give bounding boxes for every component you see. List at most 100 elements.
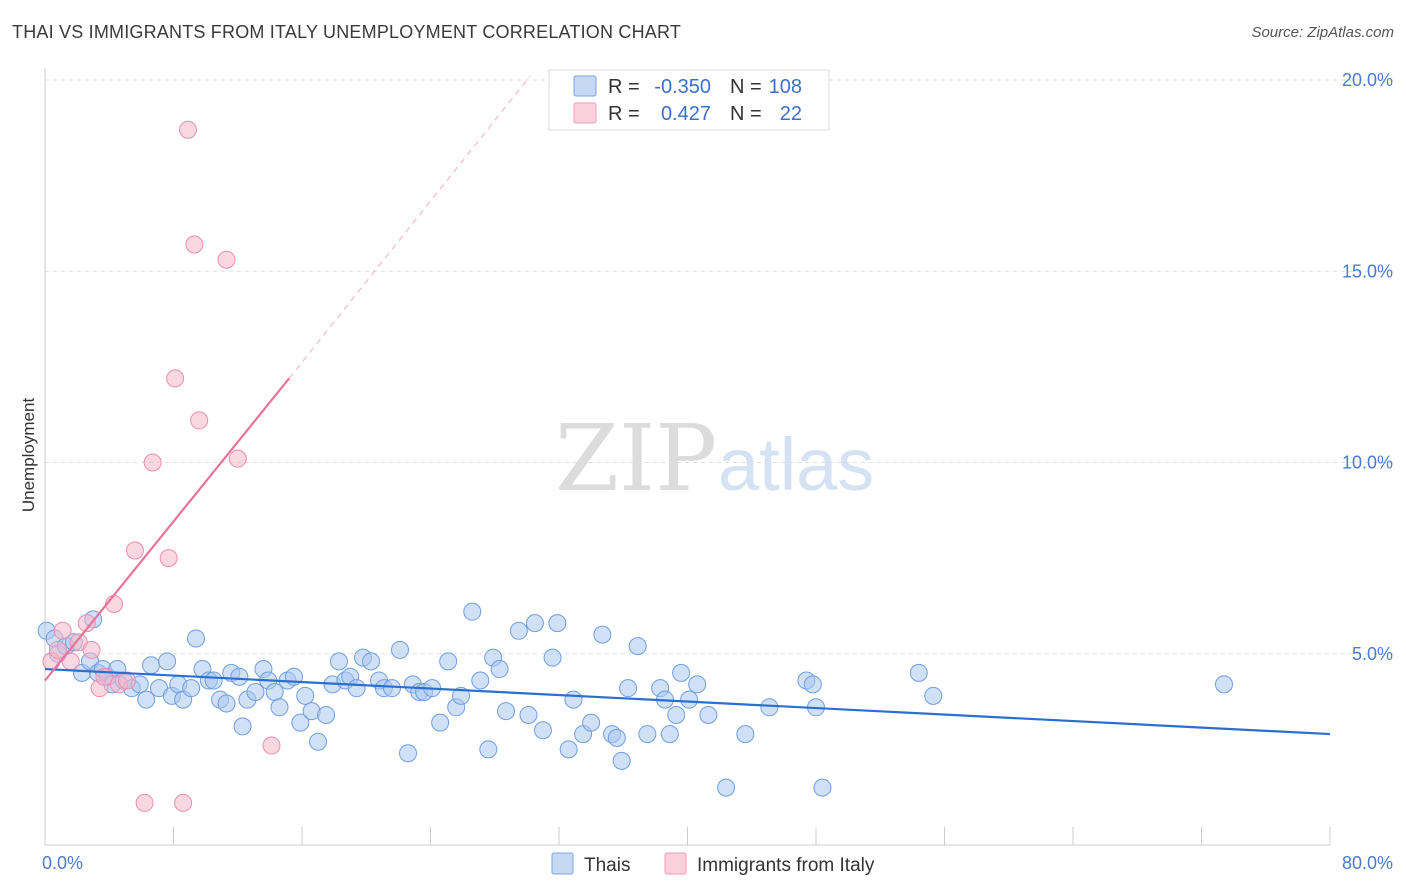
trend-layer: [44, 75, 1331, 736]
data-point: [48, 640, 67, 659]
legend-n-label-2: N =: [730, 103, 762, 125]
data-point: [137, 690, 156, 709]
y-axis-label: Unemployment: [19, 398, 38, 513]
data-point: [619, 679, 638, 698]
data-point: [117, 671, 136, 690]
data-point: [399, 744, 418, 763]
data-point: [582, 713, 601, 732]
bottom-legend: Thais Immigrants from Italy: [551, 852, 875, 876]
bottom-legend-label-italy: Immigrants from Italy: [697, 855, 875, 876]
data-point: [463, 602, 482, 621]
data-point: [431, 713, 450, 732]
data-point: [803, 675, 822, 694]
data-point: [174, 793, 193, 812]
data-point: [186, 629, 205, 648]
data-point: [190, 411, 209, 430]
legend-r-value-1: -0.350: [654, 76, 711, 98]
data-point: [519, 705, 538, 724]
x-tick-label-max: 80.0%: [1342, 853, 1393, 873]
data-point: [158, 652, 177, 671]
data-point: [672, 663, 691, 682]
legend-n-value-2: 22: [780, 103, 802, 125]
y-tick-label: 5.0%: [1352, 644, 1393, 664]
data-point: [143, 453, 162, 472]
legend-n-label-1: N =: [730, 76, 762, 98]
data-point: [490, 660, 509, 679]
data-point: [317, 705, 336, 724]
data-point: [217, 694, 236, 713]
data-point: [228, 449, 247, 468]
chart-source: Source: ZipAtlas.com: [1251, 24, 1394, 41]
trend-line-extension-italy: [288, 75, 531, 379]
y-tick-label: 20.0%: [1342, 70, 1393, 90]
axes: 0.0% 80.0%: [42, 68, 1393, 873]
data-point: [291, 713, 310, 732]
data-point: [533, 721, 552, 740]
legend-swatch-italy: [573, 102, 597, 124]
data-point: [760, 698, 779, 717]
data-point: [362, 652, 381, 671]
data-point: [233, 717, 252, 736]
data-point: [217, 250, 236, 269]
data-point: [496, 702, 515, 721]
data-point: [125, 541, 144, 560]
data-point: [230, 667, 249, 686]
bottom-legend-label-thais: Thais: [584, 855, 630, 876]
data-point: [660, 725, 679, 744]
data-point: [699, 705, 718, 724]
data-point: [439, 652, 458, 671]
data-point: [593, 625, 612, 644]
data-point: [178, 120, 197, 139]
data-point: [347, 679, 366, 698]
data-point: [717, 778, 736, 797]
data-point: [246, 683, 265, 701]
data-point: [296, 686, 315, 705]
y-tick-label: 10.0%: [1342, 453, 1393, 473]
bottom-legend-swatch-italy: [664, 852, 687, 875]
y-tick-label: 15.0%: [1342, 261, 1393, 281]
legend-box: R = -0.350 N = 108 R = 0.427 N = 22: [548, 69, 830, 131]
legend-r-value-2: 0.427: [661, 103, 711, 125]
data-point: [77, 614, 96, 633]
data-point: [452, 686, 471, 705]
data-point: [82, 640, 101, 659]
data-point: [329, 652, 348, 671]
data-point: [607, 728, 626, 747]
legend-r-label-2: R =: [608, 103, 640, 125]
trend-line-italy: [44, 377, 291, 682]
data-point: [479, 740, 498, 759]
data-point: [142, 656, 161, 675]
data-point: [543, 648, 562, 667]
data-point: [909, 663, 928, 682]
data-point: [53, 621, 72, 640]
data-point: [135, 793, 154, 812]
data-point: [1214, 675, 1233, 694]
data-point: [924, 686, 943, 705]
chart-title: THAI VS IMMIGRANTS FROM ITALY UNEMPLOYME…: [12, 22, 682, 42]
data-point: [564, 690, 583, 709]
data-point: [680, 690, 699, 709]
data-point: [270, 698, 289, 717]
data-point: [525, 614, 544, 633]
data-point: [813, 778, 832, 797]
data-point: [159, 549, 178, 568]
data-point: [638, 725, 657, 744]
legend-r-label-1: R =: [608, 76, 640, 98]
data-point: [382, 679, 401, 698]
data-point: [509, 621, 528, 640]
data-point: [628, 637, 647, 656]
data-point: [688, 675, 707, 694]
data-point: [612, 751, 631, 770]
data-point: [182, 679, 201, 698]
data-point: [736, 725, 755, 744]
trend-line-thais: [44, 667, 1331, 736]
x-tick-label-min: 0.0%: [42, 853, 83, 873]
bottom-legend-swatch-thais: [551, 852, 574, 875]
watermark-atlas: atlas: [718, 423, 874, 506]
data-point: [471, 671, 490, 690]
data-point: [166, 369, 185, 388]
data-point: [262, 736, 281, 755]
data-point: [559, 740, 578, 759]
data-point: [390, 640, 409, 659]
